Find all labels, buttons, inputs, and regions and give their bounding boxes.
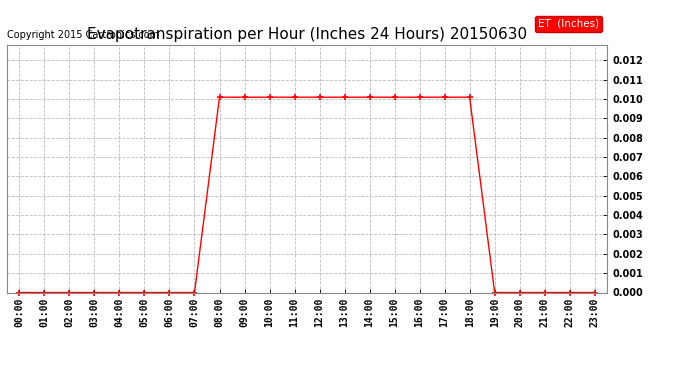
Text: Copyright 2015 Cartronics.com: Copyright 2015 Cartronics.com	[7, 30, 159, 40]
Title: Evapotranspiration per Hour (Inches 24 Hours) 20150630: Evapotranspiration per Hour (Inches 24 H…	[87, 27, 527, 42]
Legend: ET  (Inches): ET (Inches)	[535, 15, 602, 32]
